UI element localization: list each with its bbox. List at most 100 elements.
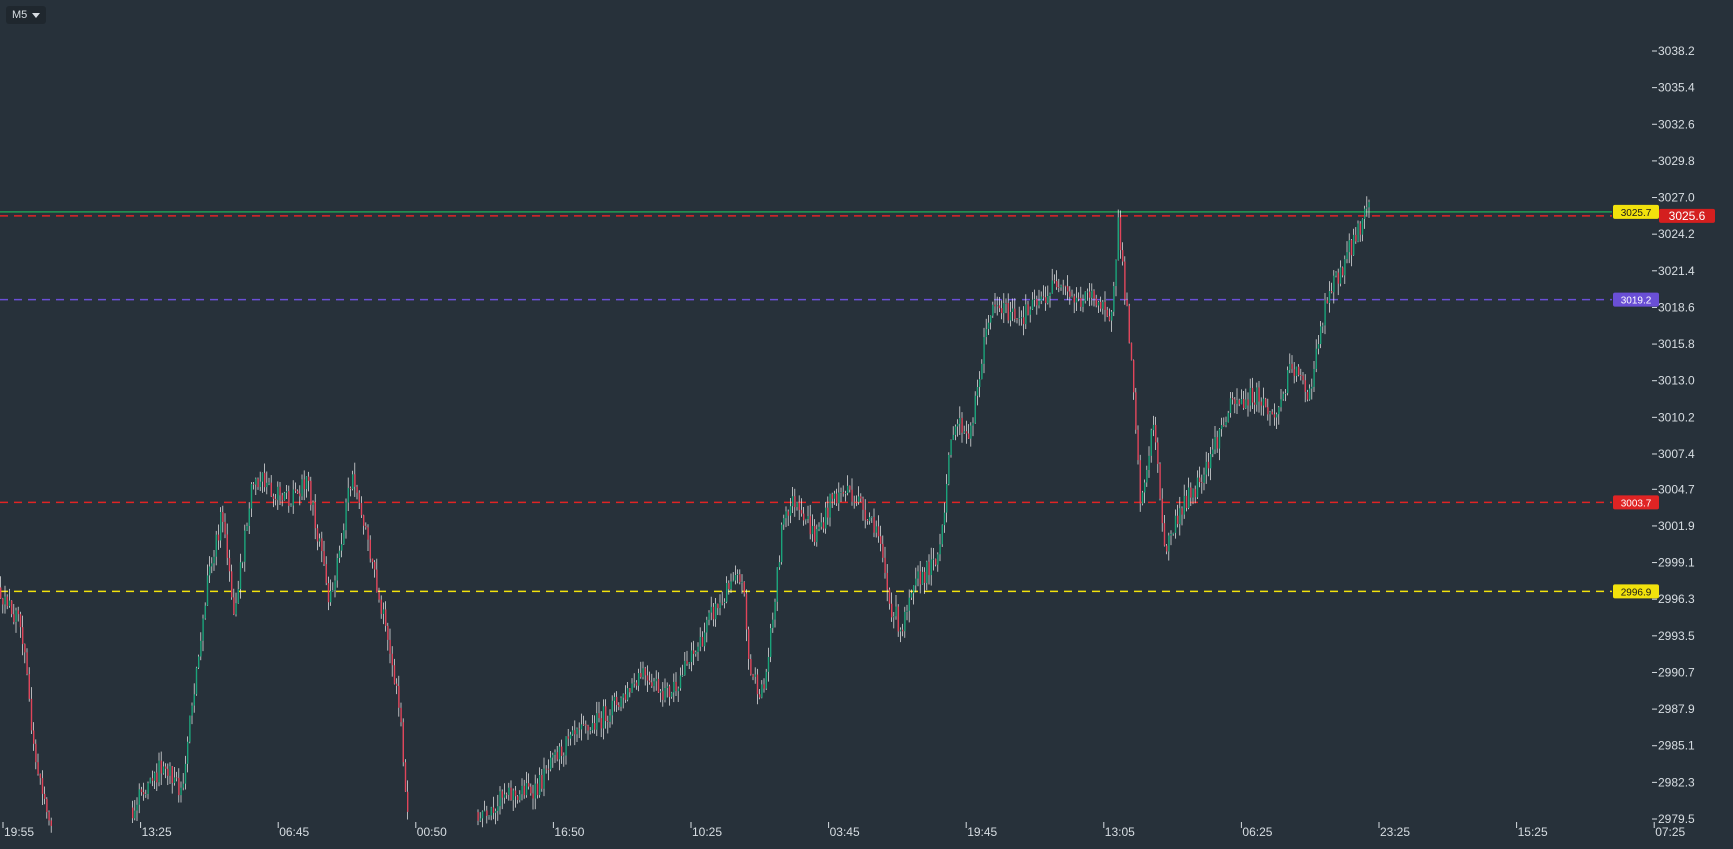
candle-body — [792, 496, 794, 507]
candle-body — [875, 526, 877, 533]
level-price-label: 3019.2 — [1613, 292, 1659, 307]
candle — [1247, 392, 1249, 417]
candle — [657, 672, 660, 693]
candle — [803, 506, 805, 526]
candle — [1359, 221, 1361, 242]
candle-body — [301, 479, 303, 497]
candle-body — [506, 794, 508, 796]
candle-body — [1159, 463, 1161, 499]
candle — [1256, 382, 1258, 412]
candle — [1234, 396, 1236, 414]
candle — [1018, 306, 1020, 326]
y-tick-label: 3013.0 — [1658, 374, 1695, 388]
candle — [583, 715, 585, 726]
candle — [402, 718, 404, 767]
candle-body — [899, 629, 902, 632]
candle — [686, 650, 688, 666]
candle-body — [1254, 402, 1256, 405]
candle-body — [1086, 291, 1089, 293]
candle — [158, 752, 160, 787]
candle-body — [545, 768, 547, 770]
candle-body — [211, 563, 213, 567]
y-tick-label: 3027.0 — [1658, 191, 1695, 205]
candle-body — [1122, 250, 1124, 262]
y-tick-label: 3010.2 — [1658, 410, 1695, 424]
candle-body — [706, 619, 708, 633]
candle — [46, 797, 48, 819]
candle — [862, 496, 864, 521]
candle-body — [919, 571, 921, 585]
candle — [1137, 425, 1139, 465]
candle — [145, 789, 147, 798]
candle-body — [486, 810, 488, 816]
candle — [275, 494, 277, 506]
candle-body — [297, 490, 299, 494]
candle — [308, 471, 310, 492]
candle — [765, 668, 767, 691]
candle — [651, 673, 653, 688]
candle — [587, 724, 589, 740]
candle — [1051, 268, 1053, 294]
candle-body — [1064, 285, 1067, 287]
candle-body — [627, 688, 629, 700]
candle — [301, 474, 303, 501]
candle-body — [686, 660, 688, 664]
candle-body — [26, 652, 28, 675]
candle — [1214, 425, 1216, 455]
candle-body — [213, 556, 215, 564]
candle-body — [1359, 223, 1361, 235]
candle-body — [171, 766, 173, 784]
y-tick-label: 2993.5 — [1658, 629, 1695, 643]
candle-body — [836, 493, 838, 504]
candle — [1223, 417, 1225, 427]
candle-body — [1102, 301, 1104, 309]
candle — [884, 546, 886, 579]
candle-body — [622, 694, 624, 698]
y-tick-label: 3018.6 — [1658, 300, 1695, 314]
candle — [279, 481, 281, 505]
candle-body — [360, 502, 363, 516]
candle-body — [341, 544, 343, 551]
candle-body — [1016, 318, 1018, 320]
candle-body — [490, 807, 492, 816]
candle — [321, 531, 323, 563]
candle — [891, 592, 893, 622]
candle-body — [1223, 424, 1225, 426]
candle-body — [754, 674, 756, 677]
candle-body — [591, 723, 594, 731]
candle-body — [1273, 414, 1276, 418]
candle — [666, 682, 668, 698]
candle-body — [1060, 285, 1062, 288]
candle — [266, 471, 268, 495]
candle — [233, 588, 235, 616]
candle-body — [484, 810, 486, 812]
candle-body — [893, 616, 895, 618]
candle-body — [138, 789, 140, 805]
y-tick-label: 3038.2 — [1658, 44, 1695, 58]
candle-body — [1084, 291, 1086, 301]
candle-body — [404, 762, 407, 792]
candle — [220, 507, 222, 548]
candle-body — [1331, 290, 1333, 293]
timeframe-dropdown[interactable]: M5 — [6, 6, 47, 24]
candle — [184, 755, 187, 790]
y-tick-label: 3007.4 — [1658, 447, 1695, 461]
candle — [30, 687, 33, 735]
candle — [1001, 300, 1003, 320]
candle — [1306, 389, 1309, 402]
candle — [398, 675, 400, 717]
candle-body — [1111, 311, 1113, 321]
candle — [602, 699, 605, 740]
candle-body — [1282, 393, 1284, 400]
candle — [1194, 485, 1196, 504]
candle-body — [895, 606, 897, 617]
candle — [393, 658, 396, 685]
candle-body — [1201, 482, 1203, 483]
candle — [1122, 242, 1124, 266]
candle — [288, 485, 290, 513]
candle-body — [935, 558, 937, 565]
candle-body — [794, 496, 796, 508]
candle — [1218, 428, 1221, 461]
